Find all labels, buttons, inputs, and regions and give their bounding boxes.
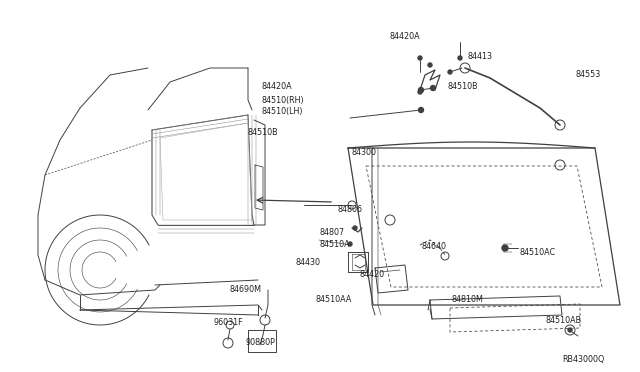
Text: 96031F: 96031F: [213, 318, 243, 327]
Circle shape: [448, 70, 452, 74]
Circle shape: [353, 226, 357, 230]
Text: 84510AB: 84510AB: [546, 316, 582, 325]
Circle shape: [428, 63, 432, 67]
Text: 84510A: 84510A: [319, 240, 349, 249]
Text: 84510(RH): 84510(RH): [262, 96, 305, 105]
Text: 84510(LH): 84510(LH): [262, 107, 303, 116]
Text: 84510B: 84510B: [248, 128, 278, 137]
Text: 90880P: 90880P: [246, 338, 276, 347]
Circle shape: [418, 56, 422, 60]
Circle shape: [568, 328, 572, 332]
Text: 84420A: 84420A: [390, 32, 420, 41]
Text: 84807: 84807: [319, 228, 344, 237]
Text: RB43000Q: RB43000Q: [562, 355, 604, 364]
Circle shape: [418, 90, 422, 94]
Bar: [248, 330, 276, 352]
Circle shape: [419, 87, 424, 93]
Text: 84640: 84640: [422, 242, 447, 251]
Text: 84300: 84300: [352, 148, 377, 157]
Circle shape: [458, 56, 462, 60]
Text: 84420: 84420: [360, 270, 385, 279]
Text: 84413: 84413: [468, 52, 493, 61]
Text: 84553: 84553: [575, 70, 600, 79]
Text: 84420A: 84420A: [262, 82, 292, 91]
Circle shape: [348, 242, 352, 246]
Circle shape: [431, 86, 435, 90]
Text: 84806: 84806: [337, 205, 362, 214]
Circle shape: [419, 108, 424, 112]
Text: 84510AC: 84510AC: [520, 248, 556, 257]
Text: 84810M: 84810M: [452, 295, 484, 304]
Text: 84690M: 84690M: [230, 285, 262, 294]
Text: 84430: 84430: [295, 258, 320, 267]
Text: 84510AA: 84510AA: [316, 295, 353, 304]
Text: 84510B: 84510B: [447, 82, 477, 91]
Circle shape: [502, 245, 508, 251]
